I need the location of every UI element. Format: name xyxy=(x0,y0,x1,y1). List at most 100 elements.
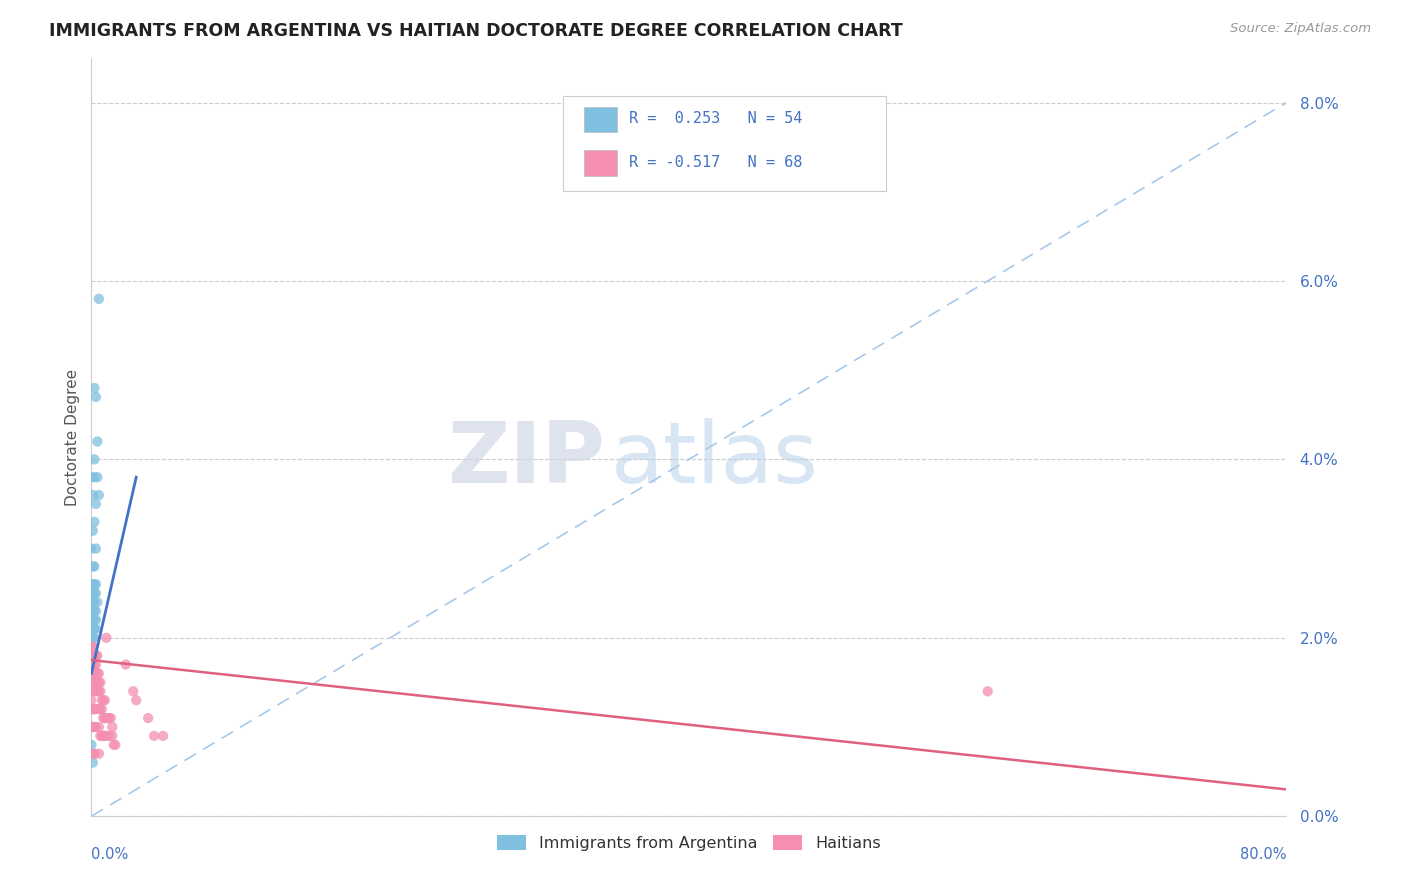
Point xyxy=(83,613,105,627)
Point xyxy=(86,675,108,690)
Point xyxy=(82,488,104,502)
Point xyxy=(82,657,104,672)
Point xyxy=(83,648,105,663)
Point xyxy=(82,720,104,734)
Point xyxy=(104,738,127,752)
Point xyxy=(80,738,103,752)
Point xyxy=(152,729,174,743)
Point xyxy=(83,720,105,734)
Point xyxy=(80,586,103,600)
FancyBboxPatch shape xyxy=(564,96,886,191)
Point xyxy=(80,470,103,484)
Text: R =  0.253   N = 54: R = 0.253 N = 54 xyxy=(630,112,803,126)
Point xyxy=(83,657,105,672)
Point xyxy=(90,693,112,707)
Point xyxy=(82,631,104,645)
Point xyxy=(90,729,112,743)
Point xyxy=(98,711,121,725)
Point xyxy=(83,577,105,591)
Point xyxy=(84,666,107,681)
Point xyxy=(114,657,136,672)
Point xyxy=(83,747,105,761)
Point xyxy=(96,711,118,725)
Point xyxy=(82,675,104,690)
Point xyxy=(82,577,104,591)
Point xyxy=(90,702,112,716)
Point xyxy=(83,586,105,600)
FancyBboxPatch shape xyxy=(583,106,617,132)
Point xyxy=(80,631,103,645)
Point xyxy=(87,292,110,306)
Point xyxy=(82,756,104,770)
Point xyxy=(80,657,103,672)
Point xyxy=(89,702,111,716)
Point xyxy=(82,666,104,681)
Point xyxy=(83,648,105,663)
Point xyxy=(94,693,117,707)
Point xyxy=(94,711,117,725)
Point xyxy=(83,559,105,574)
Point xyxy=(82,640,104,654)
Point xyxy=(87,666,110,681)
Point xyxy=(82,524,104,538)
Point xyxy=(84,497,107,511)
Point xyxy=(82,595,104,609)
Point xyxy=(82,586,104,600)
Text: IMMIGRANTS FROM ARGENTINA VS HAITIAN DOCTORATE DEGREE CORRELATION CHART: IMMIGRANTS FROM ARGENTINA VS HAITIAN DOC… xyxy=(49,22,903,40)
Text: Source: ZipAtlas.com: Source: ZipAtlas.com xyxy=(1230,22,1371,36)
Point xyxy=(82,640,104,654)
Point xyxy=(86,648,108,663)
Point xyxy=(84,604,107,618)
Point xyxy=(86,595,108,609)
Point xyxy=(101,729,124,743)
Point xyxy=(80,747,103,761)
Legend: Immigrants from Argentina, Haitians: Immigrants from Argentina, Haitians xyxy=(491,829,887,857)
Point xyxy=(98,729,121,743)
Point xyxy=(84,586,107,600)
FancyBboxPatch shape xyxy=(583,151,617,177)
Point xyxy=(80,702,103,716)
Point xyxy=(83,470,105,484)
Point xyxy=(83,381,105,395)
Point xyxy=(83,622,105,636)
Point xyxy=(83,515,105,529)
Point xyxy=(84,613,107,627)
Text: atlas: atlas xyxy=(612,418,820,501)
Point xyxy=(82,559,104,574)
Y-axis label: Doctorate Degree: Doctorate Degree xyxy=(65,368,80,506)
Point xyxy=(84,720,107,734)
Point xyxy=(83,604,105,618)
Point xyxy=(80,640,103,654)
Point xyxy=(87,702,110,716)
Point xyxy=(96,631,118,645)
Point xyxy=(80,666,103,681)
Point xyxy=(82,622,104,636)
Point xyxy=(87,720,110,734)
Text: ZIP: ZIP xyxy=(447,418,605,501)
Point xyxy=(96,729,118,743)
Point xyxy=(100,711,122,725)
Point xyxy=(143,729,166,743)
Point xyxy=(87,488,110,502)
Point xyxy=(82,648,104,663)
Point xyxy=(101,720,124,734)
Point xyxy=(122,684,145,698)
Point xyxy=(82,604,104,618)
Point xyxy=(97,711,120,725)
Point xyxy=(80,541,103,556)
Point xyxy=(125,693,148,707)
Point xyxy=(86,684,108,698)
Point xyxy=(80,595,103,609)
Text: 80.0%: 80.0% xyxy=(1240,847,1286,862)
Point xyxy=(103,738,125,752)
Point xyxy=(82,613,104,627)
Point xyxy=(86,666,108,681)
Point xyxy=(82,720,104,734)
Point xyxy=(83,452,105,467)
Point xyxy=(80,622,103,636)
Point xyxy=(84,390,107,404)
Point xyxy=(87,747,110,761)
Point xyxy=(84,541,107,556)
Point xyxy=(80,675,103,690)
Point xyxy=(80,577,103,591)
